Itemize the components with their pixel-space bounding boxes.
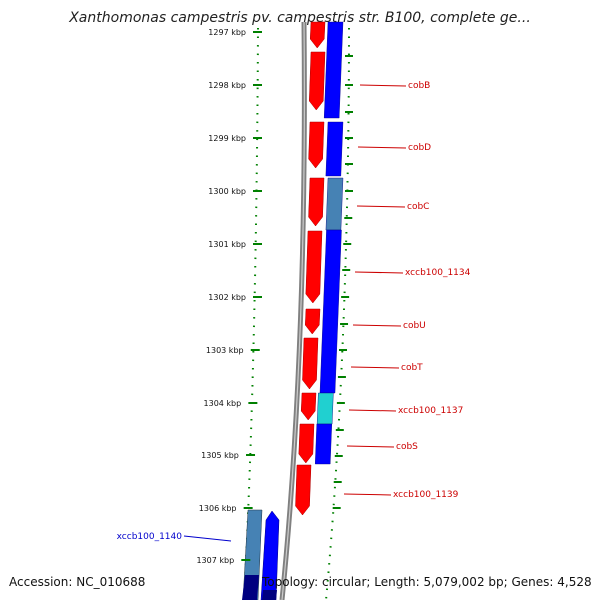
forward-gene-arrow <box>302 337 319 390</box>
forward-gene-arrow <box>305 230 323 304</box>
gene-label: xccb100_1134 <box>405 268 471 278</box>
gene-dark-block <box>262 590 277 600</box>
gene-label: xccb100_1140 <box>117 532 183 542</box>
gene-dark-block <box>242 575 259 600</box>
forward-gene-arrow <box>308 121 325 169</box>
forward-gene-arrow <box>309 21 326 49</box>
kbp-label: 1306 kbp <box>199 504 237 513</box>
reverse-gene-block <box>325 121 344 177</box>
kbp-label: 1304 kbp <box>204 399 242 408</box>
kbp-label: 1307 kbp <box>196 556 234 565</box>
gene-label: cobT <box>401 363 423 373</box>
gene-label: xccb100_1139 <box>393 490 459 500</box>
forward-gene-arrow <box>308 177 325 227</box>
leader-line <box>359 84 407 87</box>
reverse-gene-block <box>314 423 333 465</box>
kbp-label: 1301 kbp <box>208 240 246 249</box>
kbp-scale: 1297 kbp 1298 kbp 1299 kbp 1300 kbp 1301 kbp… <box>196 28 353 565</box>
leader-line <box>350 366 400 369</box>
backbone-inner <box>281 21 305 600</box>
forward-gene-arrow <box>309 51 326 111</box>
kbp-label: 1305 kbp <box>201 451 239 460</box>
reverse-gene-block <box>316 392 334 425</box>
kbp-label: 1297 kbp <box>208 28 246 37</box>
leader-line <box>356 205 406 208</box>
reverse-gene-arrow-lower <box>260 510 280 600</box>
accession-text: Accession: NC_010688 <box>9 575 146 589</box>
gene-features <box>242 21 344 600</box>
leader-line <box>346 445 395 448</box>
gene-labels: cobB cobD cobC xccb100_1134 cobU cobT xccb100_… <box>117 81 471 542</box>
map-title: Xanthomonas campestris pv. campestris st… <box>69 10 531 26</box>
gene-label: cobD <box>408 143 431 153</box>
leader-line <box>354 271 404 274</box>
gene-label: cobB <box>408 81 430 91</box>
gene-label: cobU <box>403 321 426 331</box>
leader-line <box>357 146 407 149</box>
forward-gene-arrow <box>300 392 317 421</box>
reverse-gene-block <box>325 177 344 231</box>
kbp-label: 1299 kbp <box>208 134 246 143</box>
reverse-gene-block <box>323 21 344 119</box>
kbp-label: 1303 kbp <box>206 346 244 355</box>
gene-label: cobC <box>407 202 429 212</box>
genome-backbone <box>279 21 307 600</box>
reverse-gene-block <box>319 229 342 394</box>
gene-label: cobS <box>396 442 418 452</box>
leader-line <box>343 493 392 496</box>
leader-line <box>183 535 232 542</box>
forward-gene-arrow <box>298 423 315 464</box>
leader-line <box>352 324 402 327</box>
topology-text: Topology: circular; Length: 5,079,002 bp… <box>262 575 592 589</box>
kbp-label: 1302 kbp <box>208 293 246 302</box>
gene-label: xccb100_1137 <box>398 406 463 416</box>
kbp-label: 1298 kbp <box>208 81 246 90</box>
forward-gene-arrow <box>295 464 312 516</box>
kbp-label: 1300 kbp <box>208 187 246 196</box>
forward-gene-arrow <box>304 308 321 335</box>
leader-line <box>348 409 397 412</box>
